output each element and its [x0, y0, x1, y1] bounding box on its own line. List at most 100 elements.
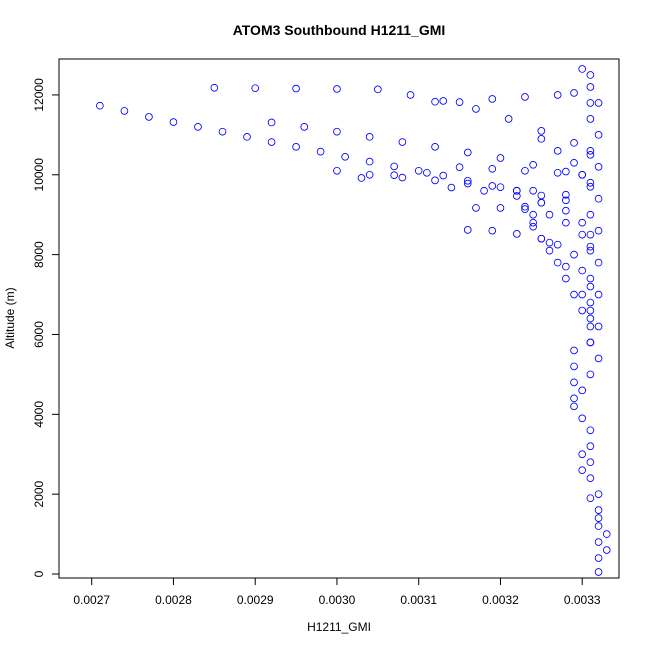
data-point — [120, 107, 129, 115]
x-tick-label: 0.0027 — [73, 593, 110, 607]
data-point — [578, 386, 587, 395]
data-point — [521, 166, 529, 175]
data-point — [406, 91, 415, 99]
data-point — [594, 258, 603, 267]
y-tick-label: 12000 — [32, 78, 46, 112]
data-point — [529, 210, 537, 219]
data-points-layer — [96, 65, 611, 576]
data-point — [521, 93, 529, 101]
data-point — [504, 115, 513, 123]
data-point — [529, 186, 537, 195]
data-point — [553, 146, 562, 155]
data-point — [390, 171, 399, 180]
data-point — [562, 167, 570, 176]
data-point — [570, 250, 578, 259]
data-point — [586, 314, 595, 323]
data-point — [414, 166, 423, 175]
data-point — [594, 568, 603, 576]
data-point — [586, 338, 595, 347]
data-point — [570, 402, 578, 411]
data-point — [300, 123, 309, 131]
data-point — [562, 190, 570, 199]
data-point — [488, 95, 497, 103]
data-point — [455, 98, 464, 106]
data-point — [553, 91, 562, 99]
y-tick-label: 2000 — [32, 480, 46, 507]
data-point — [586, 150, 595, 159]
data-point — [594, 554, 603, 562]
data-point — [562, 218, 570, 227]
y-axis-title: Altitude (m) — [3, 287, 17, 348]
data-point — [570, 89, 578, 97]
data-point — [537, 234, 546, 243]
data-point — [586, 370, 595, 379]
data-point — [553, 240, 562, 249]
x-axis-title: H1211_GMI — [307, 620, 371, 634]
data-point — [292, 143, 300, 151]
data-point — [586, 246, 595, 255]
data-point — [586, 83, 595, 91]
data-point — [463, 226, 472, 234]
data-point — [586, 298, 595, 307]
data-point — [218, 127, 227, 136]
data-point — [594, 194, 603, 203]
data-point — [316, 147, 325, 156]
data-point — [586, 210, 595, 219]
data-point — [594, 99, 603, 107]
data-point — [365, 170, 374, 179]
x-tick-label: 0.0033 — [564, 593, 601, 607]
data-point — [243, 133, 251, 141]
data-point — [365, 157, 374, 166]
data-point — [570, 378, 578, 387]
data-point — [570, 139, 578, 147]
data-point — [267, 118, 276, 127]
data-point — [194, 123, 202, 131]
data-point — [251, 84, 260, 92]
data-point — [145, 113, 153, 121]
data-point — [398, 138, 407, 146]
data-point — [594, 354, 603, 363]
data-point — [578, 466, 587, 475]
data-point — [357, 174, 366, 182]
data-point — [562, 262, 570, 271]
data-point — [431, 176, 439, 185]
data-point — [439, 97, 448, 105]
data-point — [594, 490, 603, 498]
data-point — [586, 458, 595, 467]
x-tick-label: 0.0030 — [319, 593, 356, 607]
y-axis: 0 2000 4000 6000 8000 10000 12000 — [32, 78, 60, 577]
data-point — [594, 506, 603, 514]
data-point — [570, 158, 578, 167]
x-tick-label: 0.0031 — [400, 593, 437, 607]
data-point — [341, 152, 349, 161]
data-point — [570, 290, 578, 299]
data-point — [562, 206, 570, 215]
data-point — [578, 450, 587, 459]
data-point — [537, 135, 546, 143]
data-point — [529, 160, 537, 169]
data-point — [447, 183, 456, 192]
data-point — [169, 118, 178, 126]
data-point — [455, 163, 464, 172]
data-point — [594, 290, 603, 299]
data-point — [553, 168, 562, 177]
y-tick-label: 4000 — [32, 401, 46, 428]
data-point — [512, 192, 521, 200]
data-point — [496, 204, 505, 212]
y-tick-label: 0 — [32, 570, 46, 577]
data-point — [562, 196, 570, 205]
data-point — [529, 222, 537, 231]
data-point — [472, 105, 480, 113]
x-tick-label: 0.0032 — [482, 593, 519, 607]
data-point — [586, 426, 595, 435]
data-point — [578, 218, 587, 227]
data-point — [602, 546, 611, 554]
data-point — [578, 290, 587, 299]
data-point — [545, 246, 554, 255]
data-point — [586, 282, 595, 291]
data-point — [578, 266, 587, 275]
data-point — [586, 306, 595, 315]
data-point — [472, 204, 480, 212]
data-point — [586, 230, 595, 239]
